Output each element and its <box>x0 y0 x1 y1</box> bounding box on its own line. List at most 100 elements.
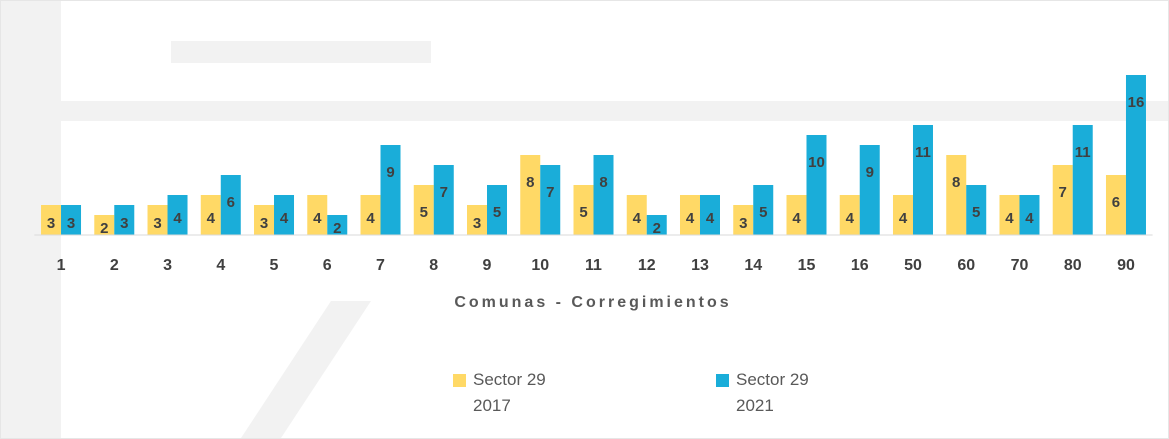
bar <box>380 145 401 235</box>
legend-item: Sector 29 2021 <box>716 367 846 419</box>
data-label: 7 <box>546 184 554 201</box>
legend-swatch <box>716 374 729 387</box>
bar <box>487 185 508 235</box>
data-label: 11 <box>1075 144 1091 161</box>
bar <box>520 155 541 235</box>
bar <box>147 205 168 235</box>
x-tick-label: 4 <box>216 257 225 274</box>
data-label: 8 <box>952 174 960 191</box>
bar <box>467 205 488 235</box>
x-tick-label: 3 <box>163 257 172 274</box>
bar <box>433 165 454 235</box>
x-tick-label: 11 <box>585 257 602 274</box>
bar <box>274 195 295 235</box>
data-label: 2 <box>333 220 341 237</box>
bar <box>114 205 135 235</box>
x-tick-label: 80 <box>1064 257 1082 274</box>
x-tick-label: 90 <box>1117 257 1135 274</box>
data-label: 6 <box>227 194 235 211</box>
x-tick-label: 7 <box>376 257 385 274</box>
bar <box>94 215 115 235</box>
x-tick-label: 12 <box>638 257 656 274</box>
bar <box>1125 75 1146 235</box>
data-label: 9 <box>386 164 394 181</box>
data-label: 4 <box>280 210 289 227</box>
x-tick-label: 5 <box>270 257 279 274</box>
bar <box>307 195 328 235</box>
x-tick-label: 2 <box>110 257 119 274</box>
data-label: 3 <box>260 215 268 232</box>
bar <box>200 195 221 235</box>
data-label: 7 <box>440 184 448 201</box>
bar <box>999 195 1020 235</box>
bar <box>360 195 381 235</box>
bar <box>1072 125 1093 235</box>
bar <box>626 195 647 235</box>
x-tick-label: 70 <box>1011 257 1029 274</box>
data-label: 5 <box>972 204 980 221</box>
x-tick-label: 6 <box>323 257 332 274</box>
bar <box>41 205 62 235</box>
x-tick-label: 16 <box>851 257 869 274</box>
bar <box>1019 195 1040 235</box>
bar <box>966 185 987 235</box>
bar <box>892 195 913 235</box>
data-label: 3 <box>153 215 161 232</box>
data-label: 4 <box>706 210 715 227</box>
legend-swatch <box>453 374 466 387</box>
data-label: 5 <box>493 204 501 221</box>
legend-label: Sector 29 2017 <box>473 370 546 415</box>
data-label: 2 <box>653 220 661 237</box>
x-tick-label: 50 <box>904 257 922 274</box>
data-label: 7 <box>1059 184 1067 201</box>
data-label: 5 <box>759 204 767 221</box>
x-tick-label: 10 <box>531 257 549 274</box>
data-label: 11 <box>915 144 931 161</box>
data-label: 4 <box>173 210 182 227</box>
bar <box>806 135 827 235</box>
bar <box>946 155 967 235</box>
data-label: 5 <box>579 204 587 221</box>
bar <box>254 205 275 235</box>
data-label: 16 <box>1128 94 1145 111</box>
bar <box>220 175 241 235</box>
data-label: 4 <box>366 210 375 227</box>
bar <box>733 205 754 235</box>
x-tick-label: 9 <box>483 257 492 274</box>
bar <box>859 145 880 235</box>
x-tick-label: 8 <box>429 257 438 274</box>
bar <box>573 185 594 235</box>
x-axis-title: Comunas - Corregimientos <box>454 294 731 311</box>
data-label: 4 <box>207 210 216 227</box>
bar <box>786 195 807 235</box>
data-label: 4 <box>846 210 855 227</box>
data-label: 4 <box>1025 210 1034 227</box>
data-label: 9 <box>866 164 874 181</box>
data-label: 3 <box>47 215 55 232</box>
data-label: 6 <box>1112 194 1120 211</box>
data-label: 4 <box>686 210 695 227</box>
bar <box>167 195 188 235</box>
bar <box>61 205 82 235</box>
bar <box>753 185 774 235</box>
x-tick-label: 60 <box>957 257 975 274</box>
data-label: 10 <box>808 154 825 171</box>
data-label: 3 <box>67 215 75 232</box>
bar <box>540 165 561 235</box>
legend-item: Sector 29 2017 <box>453 367 583 419</box>
x-tick-label: 13 <box>691 257 709 274</box>
bar <box>699 195 720 235</box>
bar <box>679 195 700 235</box>
bar <box>413 185 434 235</box>
data-label: 4 <box>313 210 322 227</box>
data-label: 3 <box>120 215 128 232</box>
data-label: 8 <box>599 174 607 191</box>
x-tick-label: 15 <box>798 257 816 274</box>
bar <box>1105 175 1126 235</box>
bar <box>646 215 667 235</box>
x-tick-label: 1 <box>57 257 66 274</box>
bar <box>593 155 614 235</box>
bar <box>1052 165 1073 235</box>
